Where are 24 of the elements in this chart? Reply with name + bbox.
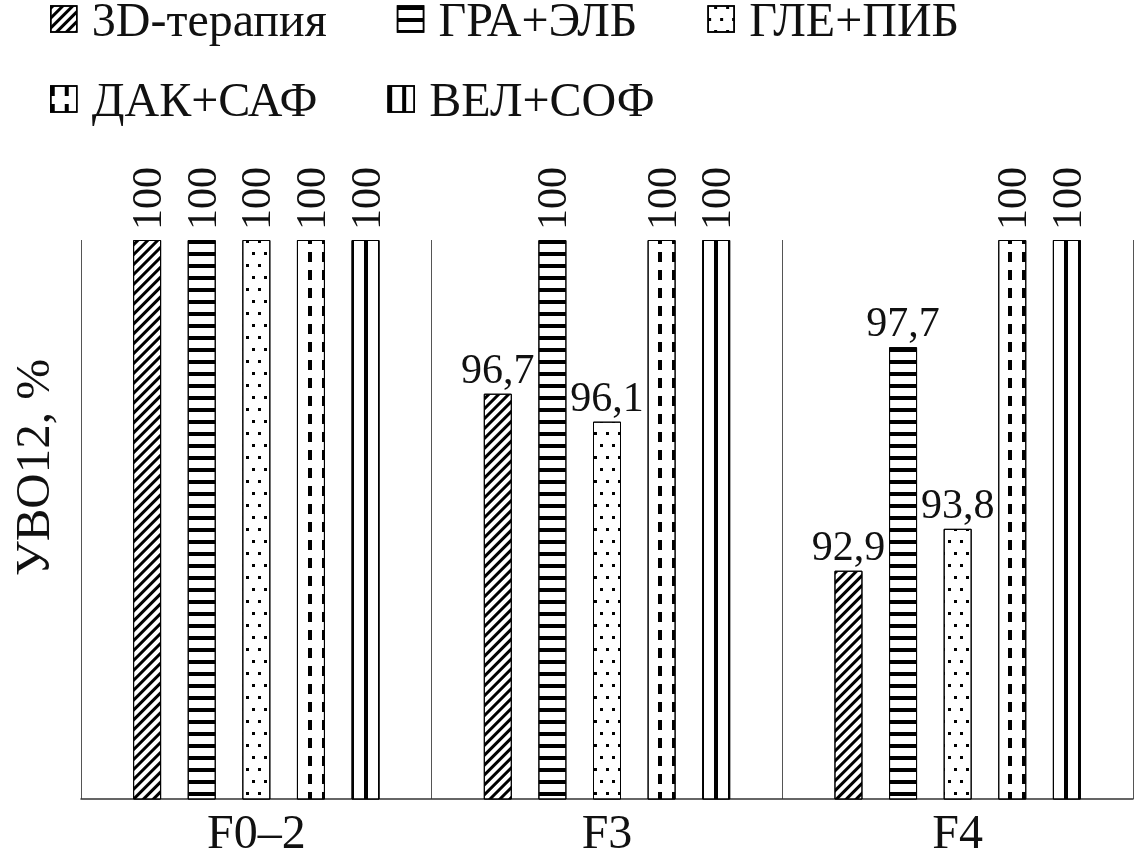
- x-tick-label: F3: [581, 804, 633, 856]
- x-tick-label: F0–2: [206, 804, 306, 856]
- data-label: 100: [693, 167, 740, 230]
- data-label: 100: [287, 167, 334, 230]
- data-label: 93,8: [920, 480, 995, 527]
- x-tick-label: F4: [932, 804, 984, 856]
- data-label: 100: [638, 167, 685, 230]
- legend-label: 3D-терапия: [91, 0, 327, 46]
- legend-label: ГРА+ЭЛБ: [438, 0, 638, 46]
- data-label: 97,7: [866, 299, 940, 346]
- legend-label: ВЕЛ+СОФ: [429, 72, 655, 126]
- data-label: 100: [233, 167, 280, 230]
- data-label: 100: [342, 167, 389, 230]
- data-label: 92,9: [811, 522, 886, 569]
- data-label: 100: [989, 167, 1036, 230]
- data-label: 100: [178, 167, 225, 230]
- legend-label: ДАК+САФ: [91, 72, 318, 126]
- legend-label: ГЛЕ+ПИБ: [749, 0, 960, 46]
- y-axis-title: УВО12, %: [5, 358, 60, 577]
- data-label: 100: [529, 167, 576, 230]
- data-label: 100: [124, 167, 171, 230]
- data-label: 96,7: [461, 345, 535, 392]
- data-label: 100: [1043, 167, 1090, 230]
- data-label: 96,1: [570, 373, 644, 420]
